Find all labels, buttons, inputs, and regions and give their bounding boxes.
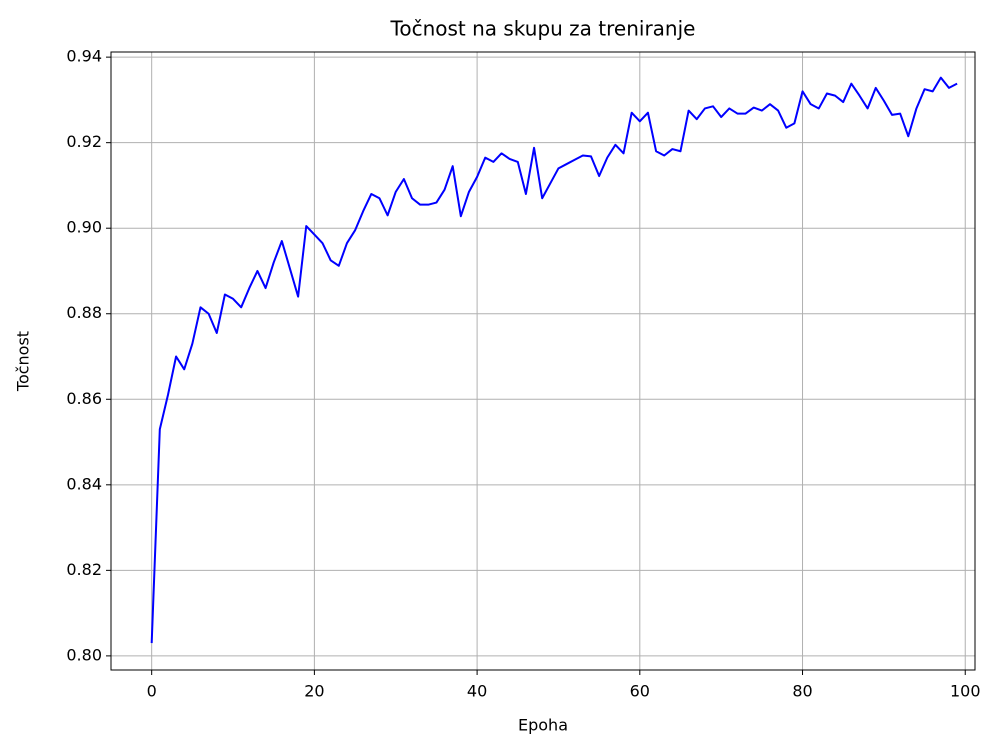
plot-frame: [110, 51, 976, 671]
x-tick-label: 100: [950, 682, 981, 701]
y-tick-label: 0.90: [66, 218, 102, 237]
y-tick-label: 0.88: [66, 303, 102, 322]
y-tick-label: 0.86: [66, 389, 102, 408]
x-tick-label: 40: [467, 682, 487, 701]
y-tick-label: 0.94: [66, 47, 102, 66]
y-tick-label: 0.80: [66, 645, 102, 664]
x-tick-label: 0: [147, 682, 157, 701]
y-axis-label: Točnost: [14, 331, 33, 392]
y-tick-label: 0.82: [66, 560, 102, 579]
x-tick-label: 60: [630, 682, 650, 701]
x-axis-label: Epoha: [518, 716, 568, 735]
x-tick-label: 20: [304, 682, 324, 701]
y-tick-label: 0.84: [66, 474, 102, 493]
chart-title: Točnost na skupu za treniranje: [390, 17, 696, 41]
x-tick-label: 80: [792, 682, 812, 701]
data-line: [150, 76, 958, 644]
y-tick-label: 0.92: [66, 132, 102, 151]
